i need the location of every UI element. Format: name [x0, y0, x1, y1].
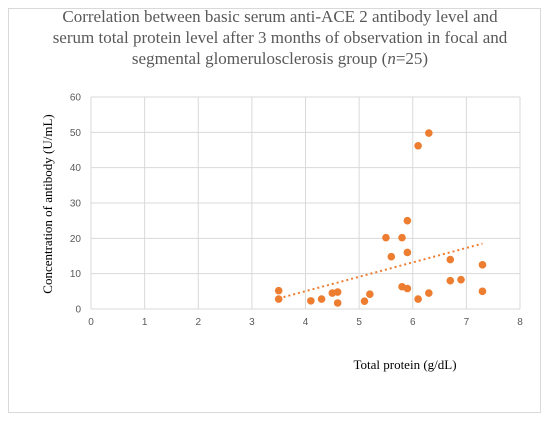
data-point	[398, 233, 406, 242]
y-tick-label: 0	[75, 305, 81, 316]
gridlines	[90, 96, 521, 310]
data-point	[403, 248, 412, 257]
data-point	[446, 276, 455, 285]
chart-title-n: n	[387, 49, 396, 68]
data-point	[414, 295, 422, 303]
x-tick-label: 0	[88, 317, 94, 328]
y-tick-label: 10	[70, 269, 82, 280]
data-point	[360, 297, 369, 306]
x-tick-label: 7	[464, 317, 470, 328]
data-point	[478, 261, 487, 269]
y-tick-label: 40	[70, 163, 82, 174]
data-point	[425, 129, 433, 137]
trendline	[278, 242, 483, 300]
x-axis-label: Total protein (g/dL)	[353, 357, 456, 372]
y-tick-label: 50	[70, 128, 82, 139]
y-tick-labels: 0 10 20 30 40 50 60	[70, 93, 82, 316]
data-point	[446, 255, 455, 264]
chart-title-end: =25)	[395, 49, 429, 68]
y-tick-label: 30	[70, 199, 82, 210]
y-axis-label: Concentration of antibody (U/mL)	[40, 114, 55, 293]
y-tick-label: 20	[70, 234, 82, 245]
x-tick-labels: 0 1 2 3 4 5 6 7 8	[88, 317, 523, 328]
data-point	[333, 299, 342, 307]
x-tick-label: 5	[356, 317, 362, 328]
data-point	[403, 284, 412, 293]
x-tick-label: 2	[195, 317, 201, 328]
chart-title-main: Correlation between basic serum anti-ACE…	[52, 7, 508, 68]
x-tick-label: 1	[142, 317, 148, 328]
data-point	[403, 216, 412, 225]
x-tick-label: 8	[517, 317, 523, 328]
data-points	[274, 129, 487, 307]
y-tick-label: 60	[70, 93, 82, 104]
data-point	[425, 289, 433, 297]
x-tick-label: 3	[249, 317, 255, 328]
data-point	[274, 295, 283, 303]
data-point	[366, 290, 374, 298]
data-point	[382, 233, 390, 242]
data-point	[333, 288, 342, 296]
data-point	[457, 275, 465, 284]
data-point	[478, 287, 487, 296]
x-tick-label: 6	[410, 317, 416, 328]
data-point	[274, 286, 283, 295]
chart-title: Correlation between basic serum anti-ACE…	[40, 6, 520, 69]
data-point	[307, 297, 315, 305]
trendline-group	[278, 242, 483, 300]
chart-frame	[8, 8, 541, 413]
data-point	[387, 252, 396, 261]
x-tick-label: 4	[303, 317, 309, 328]
data-point	[317, 295, 326, 303]
data-point	[414, 141, 422, 150]
